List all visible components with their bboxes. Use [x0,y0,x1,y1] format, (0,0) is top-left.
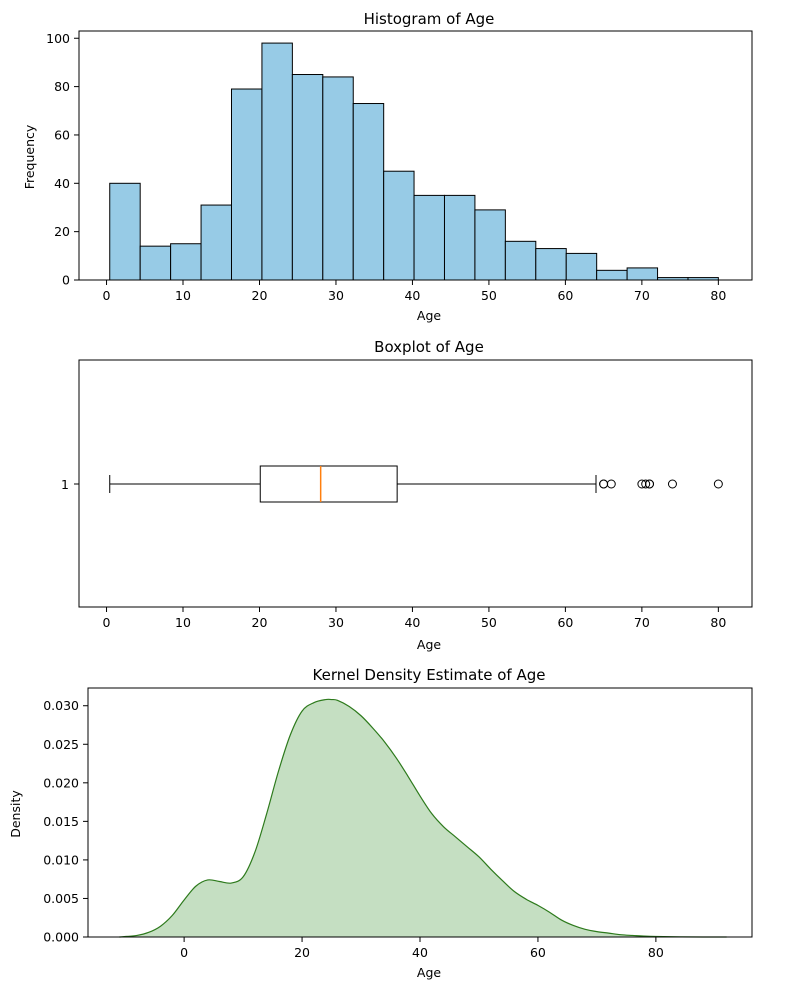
boxplot-outlier [606,479,616,489]
x-tick-label: 0 [103,288,111,303]
boxplot-outlier [667,479,677,489]
boxplot-x-ticks: 0 10 20 30 40 50 60 70 80 [103,607,726,630]
histogram-bar [261,42,293,281]
histogram-bar [626,267,659,281]
y-tick-label: 80 [54,79,70,94]
x-tick-label: 20 [252,288,268,303]
x-tick-label: 60 [557,615,573,630]
histogram-bar [109,182,141,281]
kde-curve-group [119,698,727,938]
boxplot-box [259,465,398,503]
histogram-bar [504,240,537,281]
boxplot-outlier [645,479,655,489]
histogram-bar [200,204,232,281]
histogram-bar [170,243,202,281]
kde-y-ticks: 0.000 0.005 0.010 0.015 0.020 0.025 0.030 [43,698,88,945]
boxplot-elements [109,465,723,503]
y-tick-label: 0.015 [43,814,79,829]
histogram-panel: Histogram of Age 0 10 20 30 40 50 60 70 80 0 20 40… [22,10,753,323]
y-tick-label: 0.005 [43,891,79,906]
y-tick-label: 0.020 [43,775,79,790]
histogram-bar [596,269,628,281]
kde-x-label: Age [417,965,441,980]
histogram-y-ticks: 0 20 40 60 80 100 [46,31,79,288]
histogram-bar [352,103,385,281]
x-tick-label: 20 [294,945,310,960]
y-tick-label: 0.010 [43,852,79,867]
histogram-bar [230,88,263,281]
x-tick-label: 70 [634,288,650,303]
boxplot-y-tick-label: 1 [61,477,69,492]
histogram-bar [139,245,172,281]
x-tick-label: 60 [530,945,546,960]
kde-fill [119,699,727,938]
y-tick-label: 0.000 [43,930,79,945]
kde-title: Kernel Density Estimate of Age [313,666,546,684]
y-tick-label: 0.025 [43,737,79,752]
histogram-title: Histogram of Age [364,10,495,28]
histogram-x-label: Age [417,308,441,323]
histogram-x-ticks: 0 10 20 30 40 50 60 70 80 [103,280,726,303]
boxplot-outlier [599,479,609,489]
histogram-bar [413,194,445,281]
x-tick-label: 30 [328,288,344,303]
x-tick-label: 10 [175,615,191,630]
kde-panel: Kernel Density Estimate of Age 0 20 40 60 80… [8,666,753,980]
y-tick-label: 60 [54,127,70,142]
y-tick-label: 100 [46,31,70,46]
y-tick-label: 0 [62,273,70,288]
kde-line [119,698,727,938]
x-tick-label: 80 [648,945,664,960]
histogram-bar [383,170,415,281]
y-tick-label: 40 [54,176,70,191]
histogram-axes-frame [78,30,753,281]
x-tick-label: 40 [412,945,428,960]
x-tick-label: 0 [180,945,188,960]
histogram-bar [535,248,567,281]
histogram-bar [291,74,324,281]
y-tick-label: 0.030 [43,698,79,713]
boxplot-title: Boxplot of Age [374,338,484,356]
x-tick-label: 70 [634,615,650,630]
kde-y-label: Density [8,790,23,838]
histogram-bar [322,76,354,281]
x-tick-label: 60 [557,288,573,303]
histogram-bars [109,42,719,281]
x-tick-label: 50 [481,288,497,303]
x-tick-label: 0 [103,615,111,630]
x-tick-label: 10 [175,288,191,303]
histogram-bar [565,252,598,281]
boxplot-x-label: Age [417,637,441,652]
boxplot-panel: Boxplot of Age 0 10 20 30 40 50 60 70 80 1 Age [61,338,753,652]
y-tick-label: 20 [54,224,70,239]
x-tick-label: 40 [404,615,420,630]
histogram-y-label: Frequency [22,124,37,189]
histogram-bar [474,209,506,281]
x-tick-label: 80 [710,288,726,303]
kde-x-ticks: 0 20 40 60 80 [180,937,664,960]
boxplot-outlier [713,479,723,489]
boxplot-outlier [641,479,651,489]
x-tick-label: 20 [252,615,268,630]
x-tick-label: 80 [710,615,726,630]
x-tick-label: 40 [404,288,420,303]
histogram-bar [443,194,476,281]
x-tick-label: 50 [481,615,497,630]
x-tick-label: 30 [328,615,344,630]
